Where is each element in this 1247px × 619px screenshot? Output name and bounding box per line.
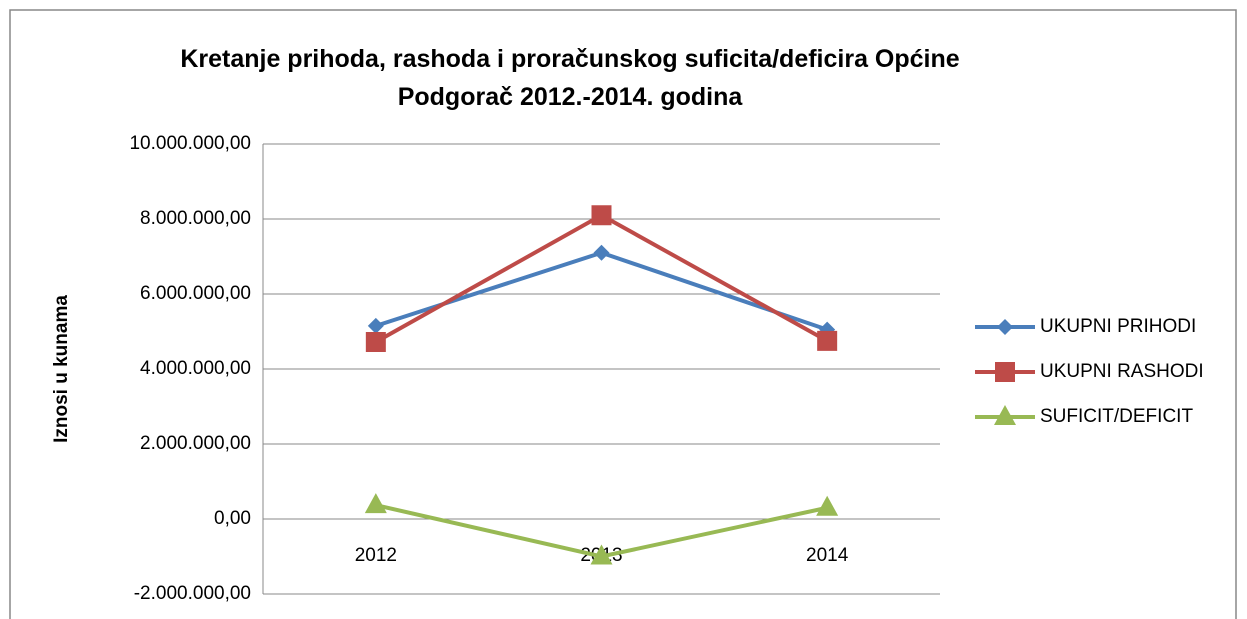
y-axis-label: Iznosi u kunama [51,295,72,443]
chart-title: Kretanje prihoda, rashoda i proračunskog… [180,45,960,111]
marker [816,495,839,516]
series-line [374,212,829,344]
marker [995,362,1015,382]
marker [997,319,1013,335]
marker [367,317,384,334]
x-tick-label: 2012 [355,545,397,566]
marker [590,544,613,565]
y-tick-label: 6.000.000,00 [140,283,251,304]
y-tick-label: 10.000.000,00 [129,133,251,154]
legend-label: UKUPNI PRIHODI [1040,316,1196,337]
legend-label: UKUPNI RASHODI [1040,361,1204,382]
y-tick-label: 2.000.000,00 [140,433,251,454]
chart-border [9,9,1237,619]
marker [593,244,610,261]
y-tick-label: 4.000.000,00 [140,358,251,379]
y-tick-label: 0,00 [214,508,251,529]
marker [817,330,838,351]
y-tick-label: 8.000.000,00 [140,208,251,229]
marker [365,332,386,352]
marker [591,205,612,226]
marker [994,405,1016,425]
marker [364,493,387,514]
x-tick-label: 2014 [806,545,849,566]
legend-label: SUFICIT/DEFICIT [1040,406,1193,427]
series-line [375,250,828,332]
y-tick-label: -2.000.000,00 [134,583,251,604]
